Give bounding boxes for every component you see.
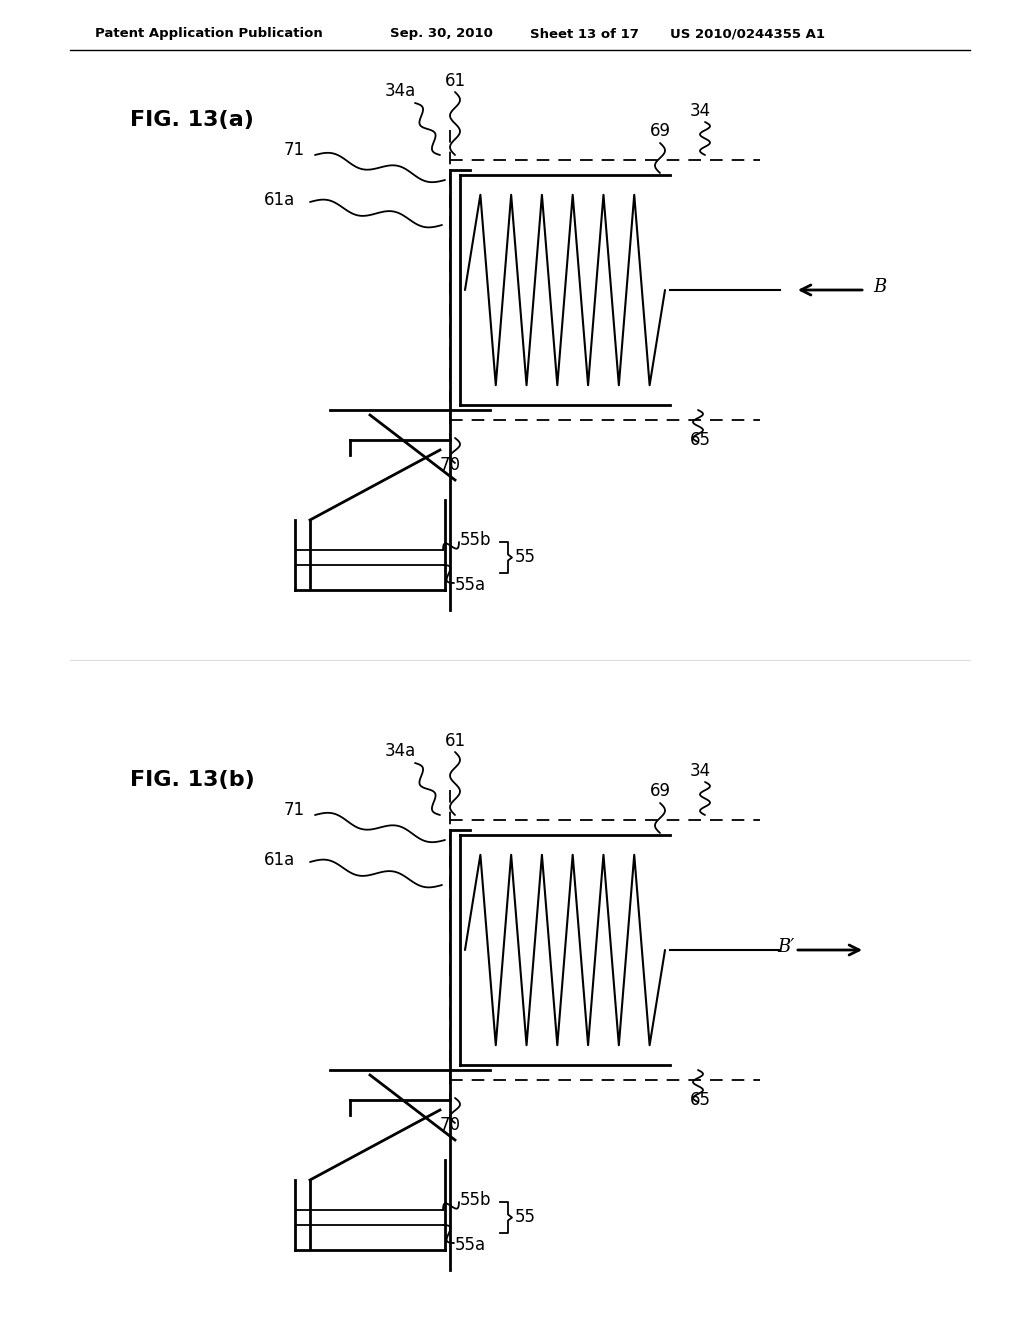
Text: 61: 61 (444, 73, 466, 90)
Text: 69: 69 (650, 121, 671, 140)
Text: 55: 55 (515, 1209, 536, 1226)
Text: Sep. 30, 2010: Sep. 30, 2010 (390, 28, 493, 41)
Text: 71: 71 (284, 141, 305, 158)
Text: 34: 34 (689, 102, 711, 120)
Text: 70: 70 (440, 1115, 461, 1134)
Text: 61a: 61a (264, 191, 295, 209)
Text: 55a: 55a (455, 576, 486, 594)
Text: 55b: 55b (460, 1191, 492, 1209)
Text: 34a: 34a (384, 82, 416, 100)
Text: 65: 65 (690, 1092, 711, 1109)
Text: Patent Application Publication: Patent Application Publication (95, 28, 323, 41)
Text: US 2010/0244355 A1: US 2010/0244355 A1 (670, 28, 825, 41)
Text: B: B (873, 279, 886, 296)
Text: 61: 61 (444, 733, 466, 750)
Text: Sheet 13 of 17: Sheet 13 of 17 (530, 28, 639, 41)
Text: 71: 71 (284, 801, 305, 818)
Text: FIG. 13(a): FIG. 13(a) (130, 110, 254, 129)
Text: 55b: 55b (460, 531, 492, 549)
Text: 69: 69 (650, 781, 671, 800)
Text: 34: 34 (689, 762, 711, 780)
Text: 70: 70 (440, 455, 461, 474)
Text: 55a: 55a (455, 1236, 486, 1254)
Text: 55: 55 (515, 549, 536, 566)
Text: FIG. 13(b): FIG. 13(b) (130, 770, 255, 789)
Text: 65: 65 (690, 432, 711, 449)
Text: B′: B′ (777, 939, 795, 956)
Text: 61a: 61a (264, 851, 295, 869)
Text: 34a: 34a (384, 742, 416, 760)
